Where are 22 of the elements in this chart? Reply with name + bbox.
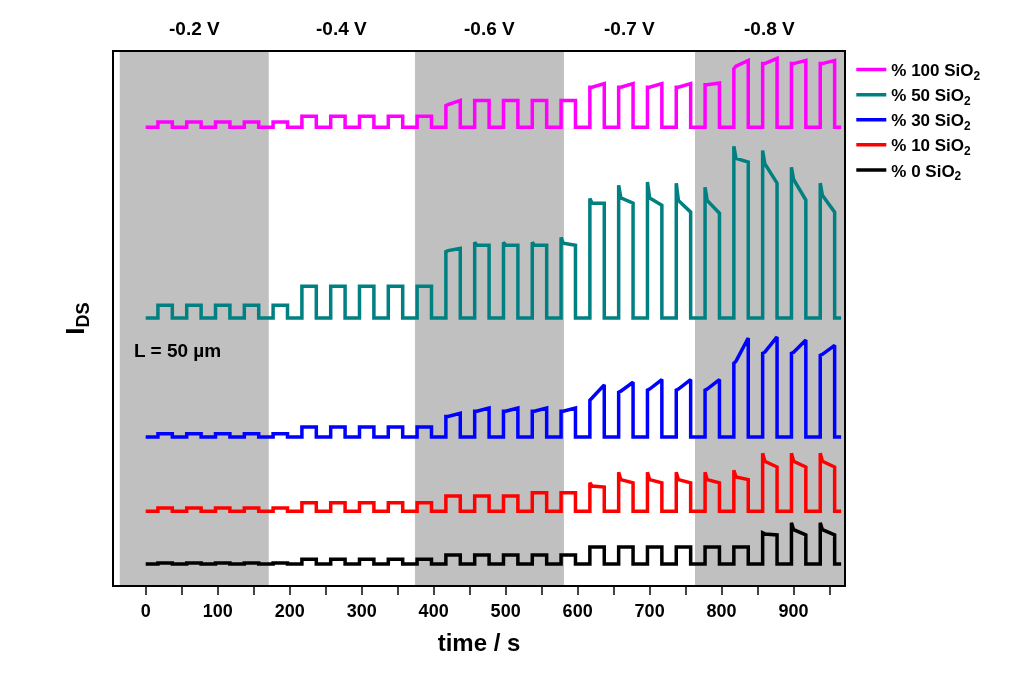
text: -0.7 V: [604, 18, 656, 39]
x-tick-label: 0: [140, 600, 151, 621]
band-label: -0.2 V: [169, 18, 221, 39]
annotation: L = 50 µm: [134, 340, 222, 361]
x-tick-label: 800: [706, 600, 737, 621]
legend-label: % 50 SiO$_{2}$: [891, 86, 972, 108]
band-label: -0.8 V: [744, 18, 796, 39]
x-tick-label: 500: [490, 600, 521, 621]
x-tick-label: 300: [346, 600, 377, 621]
x-tick-label: 100: [202, 600, 233, 621]
x-tick-label: 200: [274, 600, 305, 621]
x-tick-label: 600: [562, 600, 593, 621]
legend-label: % 10 SiO$_{2}$: [891, 136, 972, 159]
band-label: -0.6 V: [464, 18, 516, 39]
x-axis-title: time / s: [437, 629, 521, 657]
x-tick-label: 900: [778, 600, 809, 621]
x-tick-label: 700: [634, 600, 665, 621]
legend-label: % 0 SiO$_{2}$: [891, 161, 962, 184]
legend-label: % 30 SiO$_{2}$: [891, 111, 972, 133]
legend-label: % 100 SiO$_{2}$: [891, 61, 981, 83]
text: -0.4 V: [316, 18, 368, 39]
x-tick-label: 400: [418, 600, 449, 621]
